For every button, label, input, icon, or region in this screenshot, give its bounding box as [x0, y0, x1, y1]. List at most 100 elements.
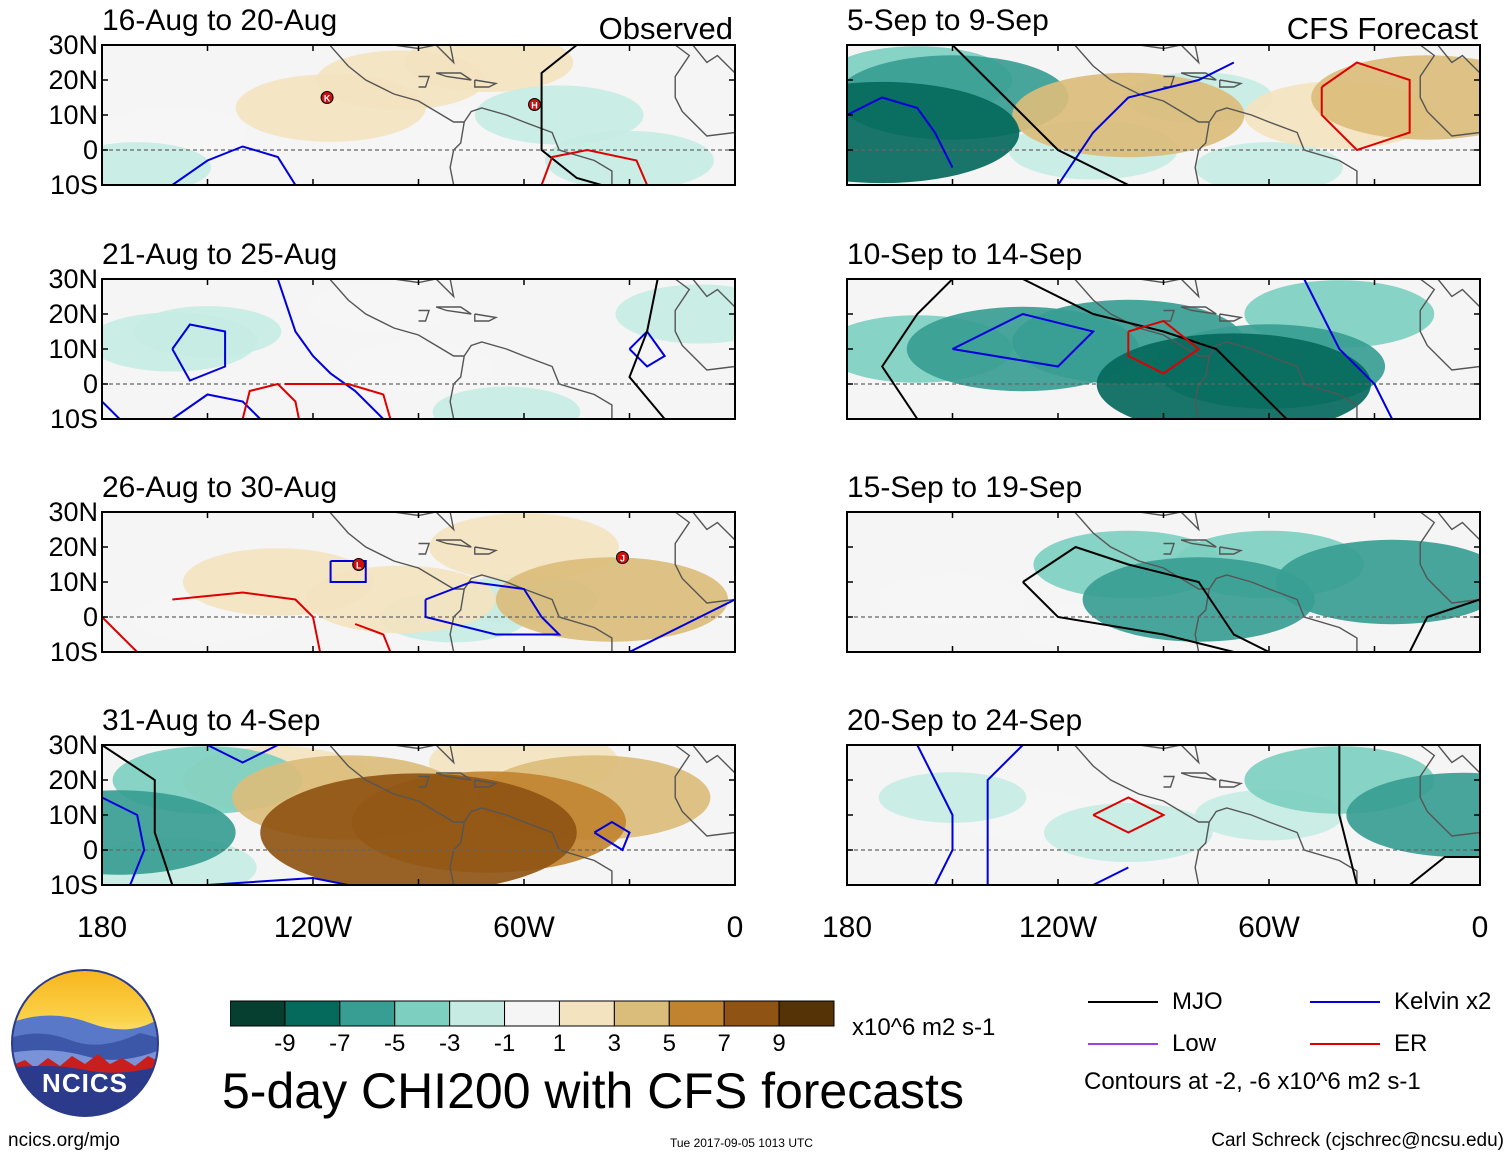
- legend-mjo-label: MJO: [1172, 988, 1223, 1015]
- colorbar-cell: [394, 1000, 451, 1027]
- coastline: [1163, 542, 1176, 555]
- panel-date-label: 31-Aug to 4-Sep: [102, 704, 320, 737]
- author-credit: Carl Schreck (cjschrec@ncsu.edu): [1211, 1130, 1504, 1151]
- y-tick-label: 30N: [48, 497, 98, 527]
- x-tick-label: 60W: [493, 911, 555, 944]
- coastline: [474, 79, 499, 88]
- anomaly-blob: [878, 772, 1027, 823]
- legend-low-swatch: [1088, 1043, 1158, 1045]
- legend-er-label: ER: [1394, 1030, 1428, 1057]
- contour-kelvin: [276, 279, 385, 419]
- x-tick-label: 0: [1472, 911, 1489, 944]
- coastline: [1138, 512, 1200, 532]
- contour-mjo: [1022, 545, 1270, 652]
- contour-er: [1320, 61, 1411, 152]
- colorbar-tick-label: -5: [384, 1030, 406, 1057]
- coastline: [1219, 313, 1244, 322]
- contour-kelvin: [986, 745, 1024, 885]
- colorbar-tick-label: -7: [329, 1030, 351, 1057]
- panel-field-p2: [102, 279, 735, 419]
- coastline: [463, 107, 613, 185]
- y-tick-label: 20N: [48, 765, 98, 795]
- contour-kelvin: [629, 598, 735, 652]
- colorbar-cell: [339, 1000, 396, 1027]
- coastline: [1437, 512, 1480, 541]
- coastline: [435, 539, 472, 548]
- coastline: [463, 574, 613, 652]
- coastline: [1419, 279, 1480, 371]
- colorbar-cell: [668, 1000, 725, 1027]
- anomaly-blob: [260, 773, 577, 885]
- coastline: [295, 279, 465, 357]
- anomaly-blob: [305, 565, 496, 634]
- ncics-logo: NCICS: [10, 968, 160, 1118]
- panel-p2: 30N 20N 10N 0 10S 21-Aug to 25-Aug: [48, 238, 736, 434]
- y-tick-label: 0: [83, 835, 98, 865]
- site-link[interactable]: ncics.org/mjo: [8, 1130, 120, 1151]
- anomaly-blob: [344, 341, 493, 392]
- contour-er: [241, 382, 300, 419]
- coastline: [1208, 107, 1358, 185]
- x-tick-label: 120W: [1019, 911, 1098, 944]
- legend-mjo-swatch: [1088, 1001, 1158, 1003]
- storm-letter: H: [531, 101, 538, 111]
- y-tick-label: 10S: [50, 404, 98, 434]
- coastline: [435, 772, 472, 781]
- colorbar-tick-label: -9: [274, 1030, 296, 1057]
- contour-mjo: [1022, 581, 1235, 652]
- coastline: [1180, 772, 1217, 781]
- panel-date-label: 15-Sep to 19-Sep: [847, 471, 1082, 504]
- x-tick-label: 180: [822, 911, 872, 944]
- contour-mjo: [1022, 279, 1288, 419]
- contour-kelvin: [171, 323, 227, 382]
- contour-mjo: [1409, 856, 1480, 885]
- storm-marker: [320, 91, 334, 104]
- panel-date-label: 26-Aug to 30-Aug: [102, 471, 337, 504]
- y-tick-label: 10S: [50, 870, 98, 900]
- contour-kelvin: [593, 820, 631, 852]
- legend-mjo: MJO: [1088, 988, 1223, 1016]
- x-tick-label: 0: [727, 911, 744, 944]
- contour-er: [172, 591, 322, 652]
- coastline: [418, 542, 431, 555]
- y-tick-label: 10N: [48, 334, 98, 364]
- panel-date-label: 10-Sep to 14-Sep: [847, 238, 1082, 271]
- storm-icon: J: [615, 551, 629, 564]
- coastline: [1040, 512, 1210, 590]
- coastline: [474, 313, 499, 322]
- legend-er: ER: [1310, 1030, 1427, 1058]
- contour-kelvin: [952, 312, 1096, 368]
- colorbar: [230, 1000, 835, 1027]
- coastline: [418, 775, 431, 788]
- panel-p8: 20-Sep to 24-Sep 180 120W 60W 0: [822, 704, 1489, 944]
- anomaly-blob: [1096, 333, 1371, 419]
- y-tick-label: 10N: [48, 567, 98, 597]
- coastline: [393, 745, 455, 765]
- storm-icon: K: [320, 91, 334, 104]
- coastline: [1437, 45, 1480, 74]
- colorbar-cell: [613, 1000, 670, 1027]
- coastline: [692, 512, 735, 541]
- contour-kelvin: [171, 393, 261, 419]
- panel-field-p5: [847, 45, 1480, 185]
- coastline: [674, 279, 735, 371]
- contour-kelvin: [1303, 279, 1393, 419]
- panel-field-p6: [847, 279, 1480, 419]
- logo-text: NCICS: [42, 1068, 128, 1098]
- contour-kelvin: [171, 145, 297, 185]
- storm-letter: J: [620, 554, 625, 564]
- anomaly-blob: [1082, 557, 1315, 642]
- coastline: [692, 279, 735, 308]
- coastline: [1208, 807, 1358, 885]
- panel-field-p8: [847, 745, 1480, 885]
- panel-field-p1: KH: [102, 45, 735, 185]
- contour-kelvin: [207, 745, 279, 764]
- coastline: [1180, 306, 1217, 315]
- anomaly-blob: [235, 74, 426, 142]
- coastline: [1138, 45, 1200, 65]
- colorbar-cell: [230, 1000, 286, 1027]
- panel-p6: 10-Sep to 14-Sep: [846, 238, 1481, 420]
